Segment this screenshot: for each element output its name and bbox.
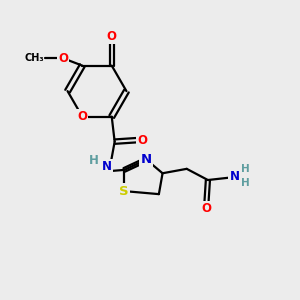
Text: H: H [241, 178, 250, 188]
Text: N: N [102, 160, 112, 173]
Text: N: N [141, 153, 152, 166]
Text: O: O [201, 202, 212, 215]
Text: O: O [137, 134, 147, 147]
Text: O: O [77, 110, 87, 123]
Text: S: S [119, 184, 129, 198]
Text: H: H [89, 154, 99, 167]
Text: O: O [107, 30, 117, 43]
Text: O: O [58, 52, 68, 65]
Text: H: H [241, 164, 250, 174]
Text: CH₃: CH₃ [24, 53, 44, 63]
Text: N: N [230, 170, 239, 183]
